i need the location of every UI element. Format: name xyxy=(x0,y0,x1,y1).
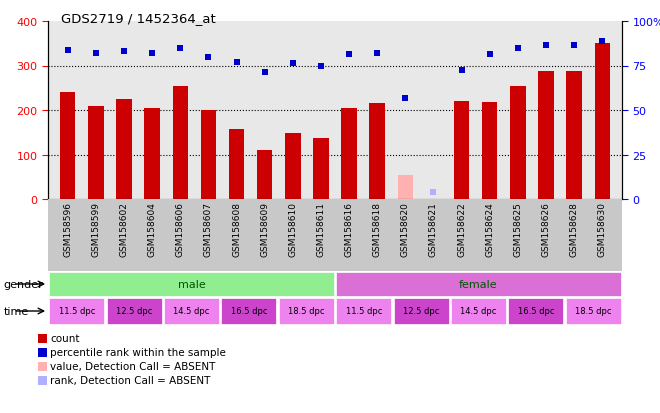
Text: GSM158608: GSM158608 xyxy=(232,202,241,256)
Bar xyxy=(510,86,525,199)
Text: 11.5 dpc: 11.5 dpc xyxy=(59,307,95,316)
Bar xyxy=(566,72,582,199)
Bar xyxy=(341,109,357,199)
Text: gender: gender xyxy=(3,279,43,289)
Bar xyxy=(482,103,498,199)
Text: 14.5 dpc: 14.5 dpc xyxy=(174,307,210,316)
Bar xyxy=(221,299,277,324)
Bar xyxy=(49,299,104,324)
Text: 12.5 dpc: 12.5 dpc xyxy=(116,307,152,316)
Text: GSM158626: GSM158626 xyxy=(541,202,550,256)
Bar xyxy=(88,106,104,199)
Text: GSM158611: GSM158611 xyxy=(316,202,325,256)
Text: 18.5 dpc: 18.5 dpc xyxy=(288,307,325,316)
Text: value, Detection Call = ABSENT: value, Detection Call = ABSENT xyxy=(50,361,215,371)
Text: male: male xyxy=(178,279,205,289)
Bar xyxy=(595,44,610,199)
Text: 14.5 dpc: 14.5 dpc xyxy=(460,307,497,316)
Text: GSM158618: GSM158618 xyxy=(373,202,381,256)
Bar xyxy=(393,299,449,324)
Bar xyxy=(336,273,621,296)
Text: 11.5 dpc: 11.5 dpc xyxy=(346,307,382,316)
Bar xyxy=(229,129,244,199)
Text: rank, Detection Call = ABSENT: rank, Detection Call = ABSENT xyxy=(50,375,211,385)
Text: GSM158616: GSM158616 xyxy=(345,202,354,256)
Text: female: female xyxy=(459,279,498,289)
Text: 16.5 dpc: 16.5 dpc xyxy=(230,307,267,316)
Bar xyxy=(172,86,188,199)
Text: GSM158602: GSM158602 xyxy=(119,202,129,256)
Text: GSM158625: GSM158625 xyxy=(513,202,523,256)
Text: GDS2719 / 1452364_at: GDS2719 / 1452364_at xyxy=(61,12,216,25)
Text: time: time xyxy=(3,306,28,316)
Text: GSM158630: GSM158630 xyxy=(598,202,607,256)
Text: GSM158606: GSM158606 xyxy=(176,202,185,256)
Text: 12.5 dpc: 12.5 dpc xyxy=(403,307,440,316)
Text: GSM158607: GSM158607 xyxy=(204,202,213,256)
Text: count: count xyxy=(50,333,79,343)
Text: GSM158622: GSM158622 xyxy=(457,202,466,256)
Text: percentile rank within the sample: percentile rank within the sample xyxy=(50,347,226,357)
Bar xyxy=(145,109,160,199)
Bar xyxy=(257,151,273,199)
Bar xyxy=(201,111,216,199)
Bar xyxy=(285,134,300,199)
Text: GSM158628: GSM158628 xyxy=(570,202,579,256)
Text: GSM158596: GSM158596 xyxy=(63,202,72,256)
Text: GSM158604: GSM158604 xyxy=(148,202,156,256)
Text: GSM158624: GSM158624 xyxy=(485,202,494,256)
Text: 16.5 dpc: 16.5 dpc xyxy=(517,307,554,316)
Bar xyxy=(49,273,334,296)
Text: 18.5 dpc: 18.5 dpc xyxy=(575,307,612,316)
Bar xyxy=(539,72,554,199)
Bar xyxy=(106,299,162,324)
Bar xyxy=(60,93,75,199)
Bar xyxy=(314,138,329,199)
Bar xyxy=(454,102,469,199)
Bar xyxy=(164,299,219,324)
Text: GSM158599: GSM158599 xyxy=(91,202,100,256)
Text: GSM158609: GSM158609 xyxy=(260,202,269,256)
Bar xyxy=(370,104,385,199)
Text: GSM158621: GSM158621 xyxy=(429,202,438,256)
Text: GSM158620: GSM158620 xyxy=(401,202,410,256)
Bar xyxy=(451,299,506,324)
Bar xyxy=(116,100,132,199)
Bar xyxy=(279,299,334,324)
Bar xyxy=(508,299,564,324)
Bar xyxy=(336,299,391,324)
Bar xyxy=(566,299,621,324)
Text: GSM158610: GSM158610 xyxy=(288,202,297,256)
Bar xyxy=(397,175,413,199)
